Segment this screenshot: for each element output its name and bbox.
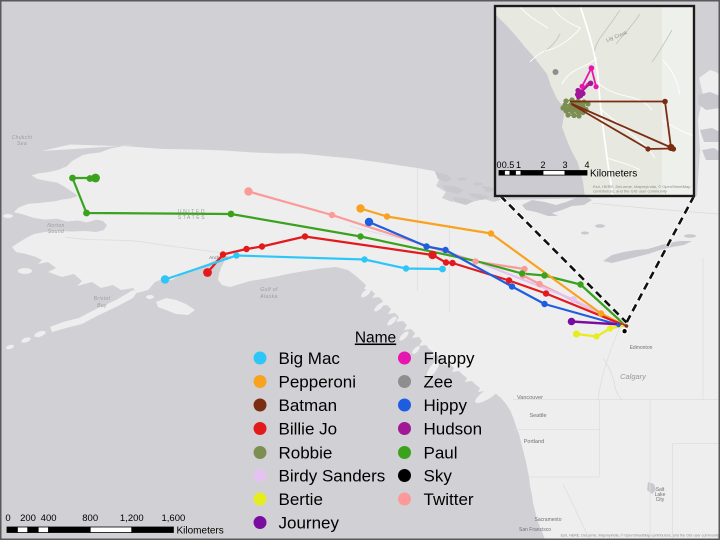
svg-text:1,600: 1,600 [162, 513, 186, 524]
svg-text:Flappy: Flappy [424, 349, 476, 368]
svg-text:2: 2 [540, 160, 545, 170]
svg-text:Chukchi: Chukchi [12, 135, 33, 141]
svg-text:1: 1 [516, 160, 521, 170]
svg-text:Zee: Zee [424, 373, 453, 392]
svg-text:Esri, HERE, DeLorme, MapmyIndi: Esri, HERE, DeLorme, MapmyIndia, © OpenS… [561, 533, 720, 537]
svg-text:Bertie: Bertie [279, 490, 323, 509]
svg-text:Esri, HERE, DeLorme, MapmyIndi: Esri, HERE, DeLorme, MapmyIndia, © OpenS… [593, 184, 691, 189]
svg-text:Sky: Sky [424, 467, 453, 486]
svg-text:Salt: Salt [656, 487, 665, 493]
svg-text:Seattle: Seattle [529, 413, 546, 419]
svg-text:Sacramento: Sacramento [535, 517, 562, 523]
svg-text:Gulf of: Gulf of [260, 287, 278, 293]
svg-text:Lake: Lake [655, 492, 666, 498]
svg-text:Journey: Journey [279, 514, 340, 533]
svg-text:Edmonton: Edmonton [630, 345, 653, 351]
svg-text:0: 0 [496, 160, 501, 170]
svg-text:400: 400 [41, 513, 57, 524]
svg-text:Big Mac: Big Mac [279, 349, 341, 368]
svg-text:City: City [656, 497, 665, 503]
svg-text:Hippy: Hippy [424, 396, 468, 415]
svg-text:Bay: Bay [97, 303, 107, 309]
svg-text:Sea: Sea [17, 141, 27, 147]
svg-text:Paul: Paul [424, 444, 458, 463]
svg-text:200: 200 [20, 513, 36, 524]
svg-text:1,200: 1,200 [120, 513, 144, 524]
svg-text:Sound: Sound [48, 229, 64, 235]
svg-text:Hudson: Hudson [424, 420, 483, 439]
svg-text:STATES: STATES [178, 215, 206, 221]
svg-text:Birdy Sanders: Birdy Sanders [279, 467, 386, 486]
svg-text:Name: Name [355, 330, 396, 347]
svg-text:Vancouver: Vancouver [517, 395, 543, 401]
svg-text:3: 3 [562, 160, 567, 170]
svg-text:Robbie: Robbie [279, 444, 333, 463]
svg-text:Bristol: Bristol [94, 296, 111, 302]
svg-text:Portland: Portland [524, 439, 545, 445]
svg-text:Norton: Norton [47, 223, 64, 229]
svg-text:Kilometers: Kilometers [590, 169, 637, 180]
svg-text:UNITED: UNITED [178, 209, 206, 215]
svg-text:contributors, and the GIS user: contributors, and the GIS user community [593, 189, 667, 194]
svg-text:Alaska: Alaska [259, 294, 277, 300]
svg-text:0.5: 0.5 [502, 160, 515, 170]
svg-text:Batman: Batman [279, 396, 338, 415]
svg-text:Calgary: Calgary [620, 372, 647, 381]
svg-text:Kilometers: Kilometers [177, 526, 224, 537]
svg-text:Twitter: Twitter [424, 490, 474, 509]
svg-text:0: 0 [5, 513, 10, 524]
svg-text:Pepperoni: Pepperoni [279, 373, 357, 392]
svg-text:San Francisco: San Francisco [519, 527, 551, 533]
svg-text:800: 800 [82, 513, 98, 524]
svg-text:Billie Jo: Billie Jo [279, 420, 338, 439]
svg-text:4: 4 [584, 160, 589, 170]
